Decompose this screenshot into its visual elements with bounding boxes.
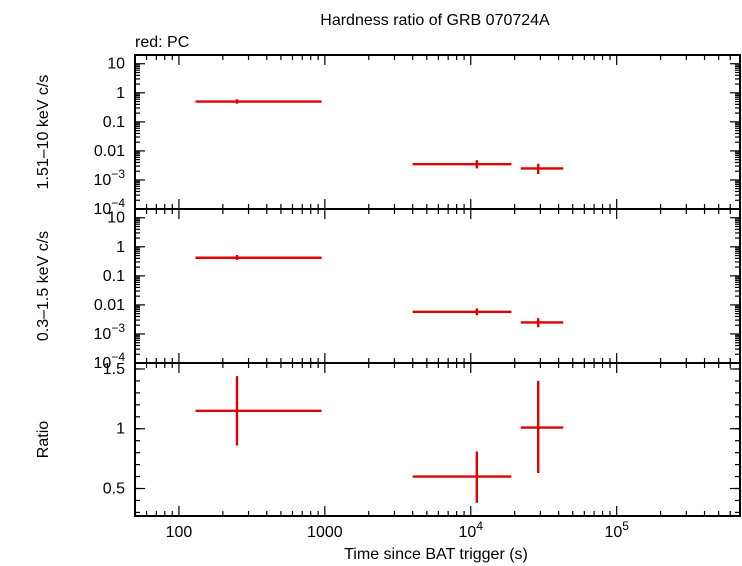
panel-3: Ratio 1.5 1 0.5 bbox=[35, 361, 741, 517]
panel-2: 0.3–1.5 keV c/s 10 1 0.1 0.01 10−3 10−4 bbox=[35, 208, 741, 372]
y-tick-label: 10−4 bbox=[94, 350, 126, 372]
x-tick-label: 1000 bbox=[307, 524, 343, 541]
x-tick-label: 105 bbox=[604, 519, 629, 541]
y-tick-label: 10−3 bbox=[94, 167, 126, 189]
data-point bbox=[412, 451, 512, 503]
y-tick-label: 0.01 bbox=[94, 143, 125, 160]
x-axis-label: Time since BAT trigger (s) bbox=[344, 546, 528, 563]
panel-1: 1.51–10 keV c/s 10 1 0.1 0.01 10−3 10−4 bbox=[35, 54, 741, 218]
y-tick-label: 10−3 bbox=[94, 321, 126, 343]
y-tick-label: 1 bbox=[116, 239, 125, 256]
data-point bbox=[520, 380, 564, 473]
data-point bbox=[195, 99, 322, 104]
chart-subtitle: red: PC bbox=[135, 34, 189, 51]
y-axis-label: Ratio bbox=[35, 421, 52, 458]
panel-frame bbox=[134, 54, 741, 210]
data-point bbox=[195, 376, 322, 446]
y-tick-label: 0.01 bbox=[94, 297, 125, 314]
y-tick-label: 10 bbox=[107, 210, 125, 227]
panel-frame bbox=[134, 208, 741, 364]
y-tick-label: 1.5 bbox=[103, 361, 125, 378]
y-tick-label: 0.5 bbox=[103, 481, 125, 498]
y-tick-label: 10 bbox=[107, 56, 125, 73]
panels: 1.51–10 keV c/s1010.10.0110−310−40.3–1.5… bbox=[35, 54, 741, 541]
data-point bbox=[520, 163, 564, 175]
y-tick-label: 1 bbox=[116, 85, 125, 102]
data-point bbox=[412, 160, 512, 169]
panel-frame bbox=[134, 362, 741, 517]
y-tick-label: 0.1 bbox=[103, 114, 125, 131]
x-tick-label: 104 bbox=[459, 519, 484, 541]
data-point bbox=[412, 308, 512, 316]
data-point bbox=[195, 255, 322, 261]
y-tick-label: 1 bbox=[116, 421, 125, 438]
chart-title: Hardness ratio of GRB 070724A bbox=[320, 12, 550, 29]
y-tick-label: 0.1 bbox=[103, 268, 125, 285]
x-tick-label: 100 bbox=[166, 524, 193, 541]
y-tick-label: 10−4 bbox=[94, 196, 126, 218]
y-axis-label: 0.3–1.5 keV c/s bbox=[35, 231, 52, 341]
y-axis-label: 1.51–10 keV c/s bbox=[35, 75, 52, 190]
data-point bbox=[520, 318, 564, 328]
